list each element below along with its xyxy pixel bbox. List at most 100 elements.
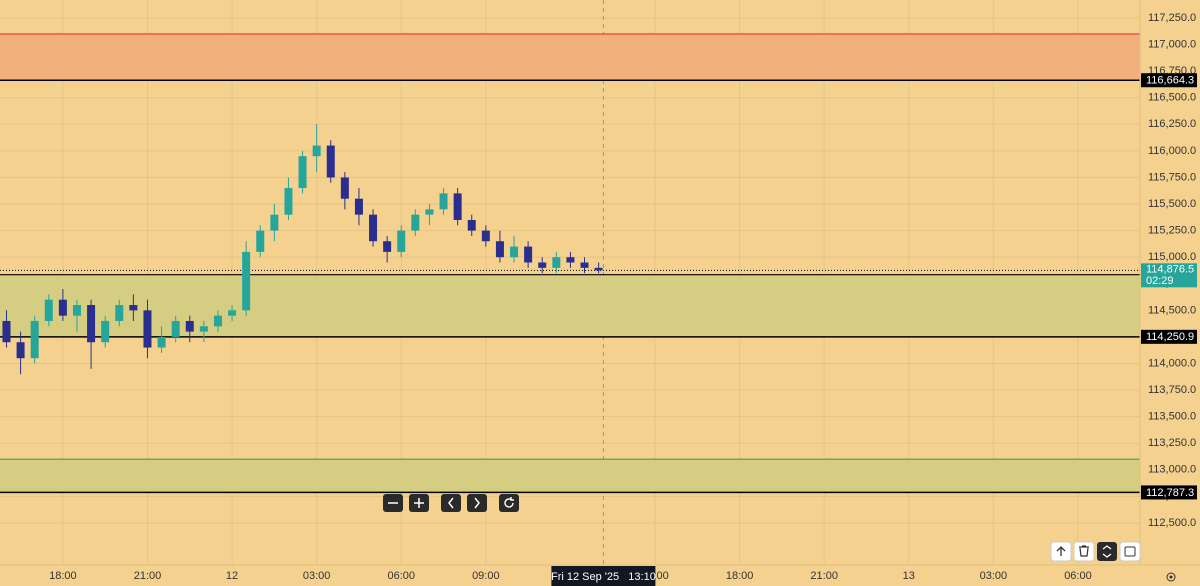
candle-body xyxy=(354,198,363,215)
crosshair-label: Fri 12 Sep '25 13:10 xyxy=(551,571,656,583)
candle-body xyxy=(2,320,11,343)
zoom-out-button[interactable] xyxy=(383,494,403,512)
candle-body xyxy=(185,320,194,332)
candle-body xyxy=(270,214,279,231)
candle-body xyxy=(538,262,547,268)
candle-body xyxy=(44,299,53,321)
scroll-left-button[interactable] xyxy=(441,494,461,512)
candle-body xyxy=(411,214,420,231)
y-tick-label: 114,500.0 xyxy=(1148,304,1196,316)
level-label: 116,664.3 xyxy=(1146,75,1194,87)
candle-body xyxy=(495,241,504,258)
auto-scale-button[interactable] xyxy=(1097,542,1117,561)
level-label: 112,787.3 xyxy=(1146,487,1194,499)
delete-button[interactable] xyxy=(1073,541,1095,562)
candle-body xyxy=(397,230,406,252)
zone xyxy=(0,33,1140,81)
candle-body xyxy=(199,326,208,332)
candle-body xyxy=(115,305,124,321)
y-tick-label: 114,000.0 xyxy=(1148,357,1196,369)
y-tick-label: 113,000.0 xyxy=(1148,464,1196,476)
candle-body xyxy=(157,336,166,348)
candle-body xyxy=(101,320,110,343)
last-price-label-bg xyxy=(1141,263,1197,288)
labels: 112,500.0112,750.0113,000.0113,250.0113,… xyxy=(49,12,1197,586)
candle-body xyxy=(143,310,152,348)
last-price-label: 114,876.5 xyxy=(1146,264,1194,276)
candle-body xyxy=(16,342,25,359)
y-tick-label: 113,500.0 xyxy=(1148,411,1196,423)
level-label-bg xyxy=(1141,73,1197,88)
level-label-bg xyxy=(1141,485,1197,500)
candle-body xyxy=(213,315,222,327)
x-tick-label: 06:00 xyxy=(1064,570,1092,582)
candle-body xyxy=(228,310,237,316)
scroll-up-button[interactable] xyxy=(1050,541,1072,562)
x-tick-label: 13 xyxy=(903,570,915,582)
candle-body xyxy=(87,305,96,343)
x-tick-label: 03:00 xyxy=(303,570,331,582)
fullscreen-button[interactable] xyxy=(1119,541,1141,562)
x-tick-label: 18:00 xyxy=(49,570,77,582)
x-tick-label: 06:00 xyxy=(387,570,415,582)
y-tick-label: 115,000.0 xyxy=(1148,251,1196,263)
candle-body xyxy=(340,177,349,199)
scroll-right-button[interactable] xyxy=(467,494,487,512)
candle-body xyxy=(524,246,533,263)
candle-body xyxy=(30,320,39,359)
candle-body xyxy=(58,299,67,316)
candle-body xyxy=(298,156,307,189)
candle-body xyxy=(453,193,462,220)
candle-body xyxy=(256,230,265,252)
y-tick-label: 115,500.0 xyxy=(1148,198,1196,210)
level-label: 114,250.9 xyxy=(1146,331,1194,343)
zone xyxy=(0,274,1140,337)
y-tick-label: 115,750.0 xyxy=(1148,171,1196,183)
x-tick-label: 03:00 xyxy=(980,570,1008,582)
candle-body xyxy=(481,230,490,242)
candle-body xyxy=(425,209,434,215)
x-tick-label: 12 xyxy=(226,570,238,582)
y-tick-label: 115,250.0 xyxy=(1148,225,1196,237)
candle-body xyxy=(467,219,476,231)
candle-body xyxy=(383,241,392,252)
candle-body xyxy=(594,267,603,271)
y-tick-label: 116,250.0 xyxy=(1148,118,1196,130)
x-tick-label: 21:00 xyxy=(810,570,838,582)
y-tick-label: 117,000.0 xyxy=(1148,38,1196,50)
x-tick-label: 09:00 xyxy=(472,570,500,582)
crosshair-label-bg xyxy=(551,566,656,586)
zoom-in-button[interactable] xyxy=(409,494,429,512)
candle-body xyxy=(566,257,575,263)
candle-body xyxy=(72,305,81,316)
zone xyxy=(0,459,1140,493)
x-tick-label: 18:00 xyxy=(726,570,754,582)
settings-button[interactable] xyxy=(1166,572,1176,582)
y-tick-label: 117,250.0 xyxy=(1148,12,1196,24)
nav-buttons xyxy=(383,494,519,512)
y-tick-label: 116,500.0 xyxy=(1148,92,1196,104)
countdown-label: 02:29 xyxy=(1146,275,1174,287)
y-tick-label: 113,750.0 xyxy=(1148,384,1196,396)
candle-body xyxy=(369,214,378,242)
y-tick-label: 112,500.0 xyxy=(1148,517,1196,529)
x-tick-label: 21:00 xyxy=(134,570,162,582)
candle-body xyxy=(580,262,589,268)
candle-body xyxy=(242,251,251,311)
y-tick-label: 116,000.0 xyxy=(1148,145,1196,157)
candle-body xyxy=(312,145,321,157)
axes xyxy=(0,0,1200,566)
reset-button[interactable] xyxy=(499,494,519,512)
candle-body xyxy=(552,257,561,268)
candle-body xyxy=(326,145,335,178)
candle-body xyxy=(510,246,519,258)
candle-body xyxy=(129,305,138,311)
candle-body xyxy=(171,320,180,337)
candle-body xyxy=(439,193,448,210)
level-label-bg xyxy=(1141,329,1197,344)
scale-buttons xyxy=(1050,541,1176,582)
candle-body xyxy=(284,188,293,215)
y-tick-label: 113,250.0 xyxy=(1148,437,1196,449)
candles xyxy=(2,124,603,375)
